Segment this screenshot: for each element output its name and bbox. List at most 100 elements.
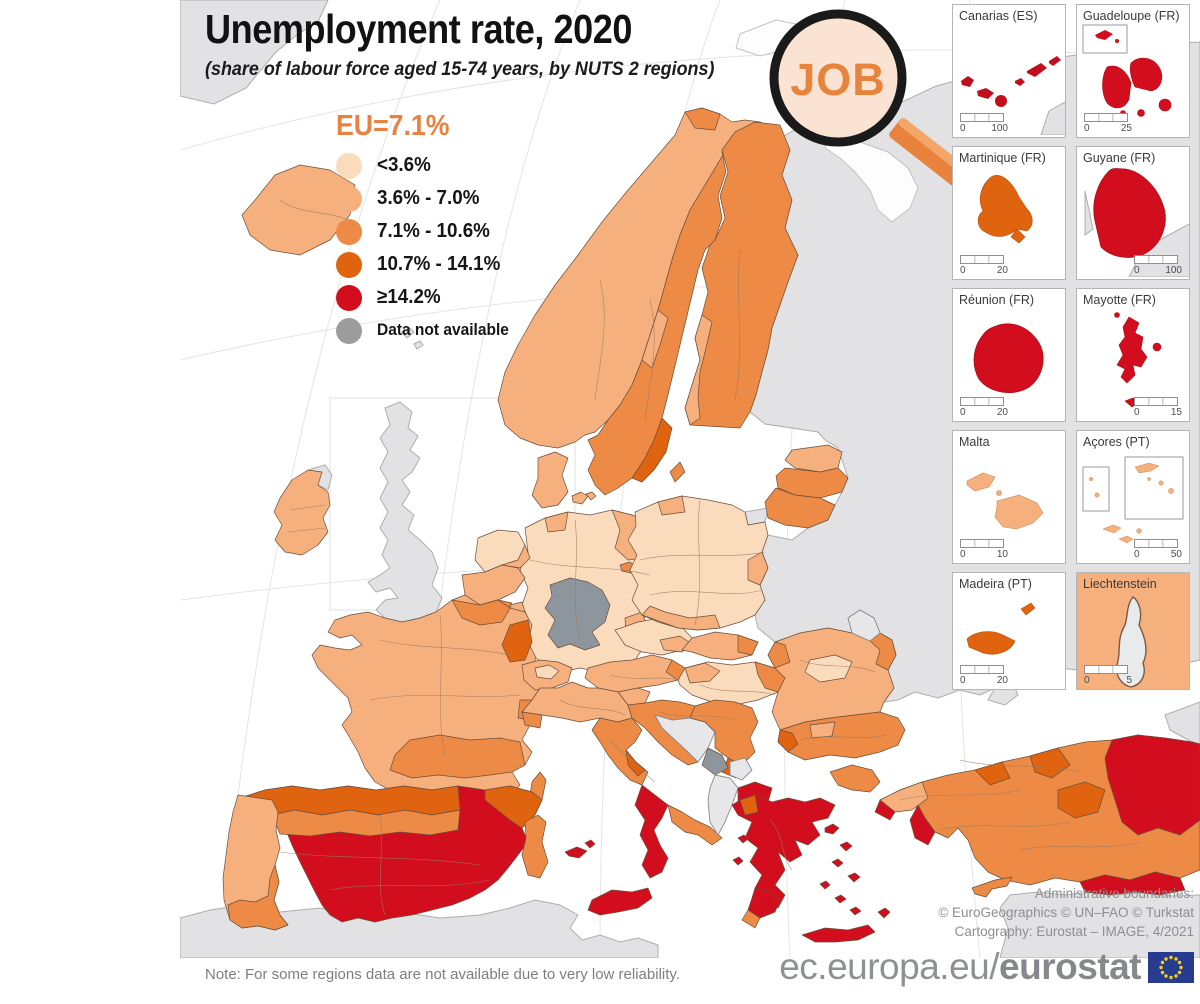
- denmark-islands: [571, 491, 597, 505]
- legend-label-3: 7.1% - 10.6%: [377, 220, 490, 242]
- legend-swatch-3: [336, 218, 362, 245]
- turkey-central-east: [1057, 781, 1106, 819]
- turkey-east: [1104, 734, 1200, 836]
- montenegro: [701, 747, 729, 776]
- legend-label-1: <3.6%: [377, 154, 431, 176]
- legend: EU=7.1% <3.6% 3.6% - 7.0% 7.1% - 10.6% 1…: [336, 110, 517, 347]
- finland-west: [684, 314, 713, 426]
- footnote: Note: For some regions data are not avai…: [205, 966, 680, 983]
- legend-label-2: 3.6% - 7.0%: [377, 187, 480, 209]
- estonia: [784, 444, 843, 473]
- crete: [801, 924, 876, 943]
- eurostat-wordmark: ec.europa.eu/eurostat: [779, 946, 1194, 988]
- magnifier-handle: [889, 118, 960, 187]
- turkey-southeast: [1079, 871, 1186, 896]
- denmark: [531, 451, 569, 509]
- legend-item: Data not available: [336, 314, 517, 347]
- region-border-texture: [279, 199, 1141, 916]
- legend-item: 10.7% - 14.1%: [336, 248, 517, 281]
- cyprus: [971, 876, 1013, 898]
- scale-bar: 0 15: [1134, 397, 1182, 418]
- inset-title: Canarias (ES): [959, 9, 1038, 23]
- martinique-map: [977, 175, 1033, 244]
- admin-line: Cartography: Eurostat – IMAGE, 4/2021: [954, 924, 1194, 939]
- inset-title: Guyane (FR): [1083, 151, 1156, 165]
- scale-bar: 0 100: [1134, 255, 1182, 276]
- site-url: ec.europa.eu/eurostat: [779, 946, 1141, 988]
- site-bold: eurostat: [999, 946, 1141, 987]
- sweden-southeast: [631, 417, 673, 483]
- inset-title: Guadeloupe (FR): [1083, 9, 1180, 23]
- turkey-thrace: [829, 764, 881, 793]
- inset-canarias: Canarias (ES) 0 100: [952, 4, 1066, 138]
- poland: [627, 495, 769, 631]
- ionian-islands: [732, 834, 749, 866]
- caucasus: [1164, 701, 1200, 745]
- ireland: [273, 469, 331, 556]
- hungary-west: [684, 662, 721, 684]
- portugal-south: [227, 864, 289, 931]
- scale-bar: 0 20: [960, 665, 1008, 686]
- gotland: [669, 461, 686, 483]
- scale-bar: 0 20: [960, 255, 1008, 276]
- inset-guyane: Guyane (FR) 0 100: [1076, 146, 1190, 280]
- eu-average: EU=7.1%: [336, 110, 450, 142]
- inset-title: Martinique (FR): [959, 151, 1046, 165]
- eu-flag-icon: [1148, 951, 1194, 983]
- legend-swatch-no-data: [336, 317, 362, 344]
- white-sea: [824, 134, 919, 223]
- puglia: [667, 804, 723, 846]
- turkey-izmir: [909, 804, 936, 846]
- inset-reunion: Réunion (FR) 0 20: [952, 288, 1066, 422]
- admin-boundaries-credit: Administrative boundaries: © EuroGeograp…: [938, 884, 1194, 941]
- albania: [707, 774, 739, 836]
- inset-title: Réunion (FR): [959, 293, 1035, 307]
- sicily: [587, 887, 653, 916]
- moldova: [847, 609, 881, 642]
- job-label: JOB: [790, 54, 886, 105]
- legend-swatch-5: [336, 284, 362, 311]
- legend-item: ≥14.2%: [336, 281, 517, 314]
- poland-east: [747, 551, 769, 586]
- legend-label-5: ≥14.2%: [377, 286, 441, 308]
- spain-ebro: [271, 809, 461, 837]
- canarias-map: [961, 56, 1065, 135]
- scale-bar: 0 100: [960, 113, 1008, 134]
- slovakia-east: [737, 634, 759, 656]
- greenland: [180, 0, 329, 105]
- inset-title: Malta: [959, 435, 990, 449]
- legend-label-4: 10.7% - 14.1%: [377, 253, 501, 275]
- faroe-islands: [401, 327, 424, 350]
- malta-map: [966, 472, 1044, 530]
- inset-title: Madeira (PT): [959, 577, 1032, 591]
- balearic-islands: [564, 839, 596, 859]
- site-prefix: ec.europa.eu/: [779, 946, 1000, 987]
- turkey-marmara-south: [874, 799, 896, 821]
- legend-swatch-4: [336, 251, 362, 278]
- legend-item: 7.1% - 10.6%: [336, 215, 517, 248]
- legend-label-no-data: Data not available: [377, 321, 509, 339]
- reunion-map: [973, 323, 1044, 393]
- inset-title: Liechtenstein: [1083, 577, 1157, 591]
- bulgaria-centre: [809, 721, 836, 739]
- finland: [684, 121, 799, 429]
- inset-title: Mayotte (FR): [1083, 293, 1156, 307]
- latvia: [775, 467, 849, 499]
- nuts2-regions: [222, 107, 1200, 943]
- peloponnese: [747, 887, 781, 919]
- inset-mayotte: Mayotte (FR) 0 15: [1076, 288, 1190, 422]
- page-title: Unemployment rate, 2020: [205, 6, 633, 52]
- legend-item: <3.6%: [336, 149, 517, 182]
- scale-bar: 0 20: [960, 397, 1008, 418]
- magnifier-lens: [769, 9, 907, 147]
- legend-swatch-2: [336, 185, 362, 212]
- greece-west: [741, 909, 761, 929]
- germany-no-data: [544, 577, 611, 651]
- admin-line: © EuroGeographics © UN–FAO © Turkstat: [938, 905, 1194, 920]
- scale-bar: 0 10: [960, 539, 1008, 560]
- inset-martinique: Martinique (FR) 0 20: [952, 146, 1066, 280]
- mayotte-map: [1114, 312, 1162, 408]
- poland-north: [657, 495, 686, 516]
- italy-northwest: [521, 711, 543, 729]
